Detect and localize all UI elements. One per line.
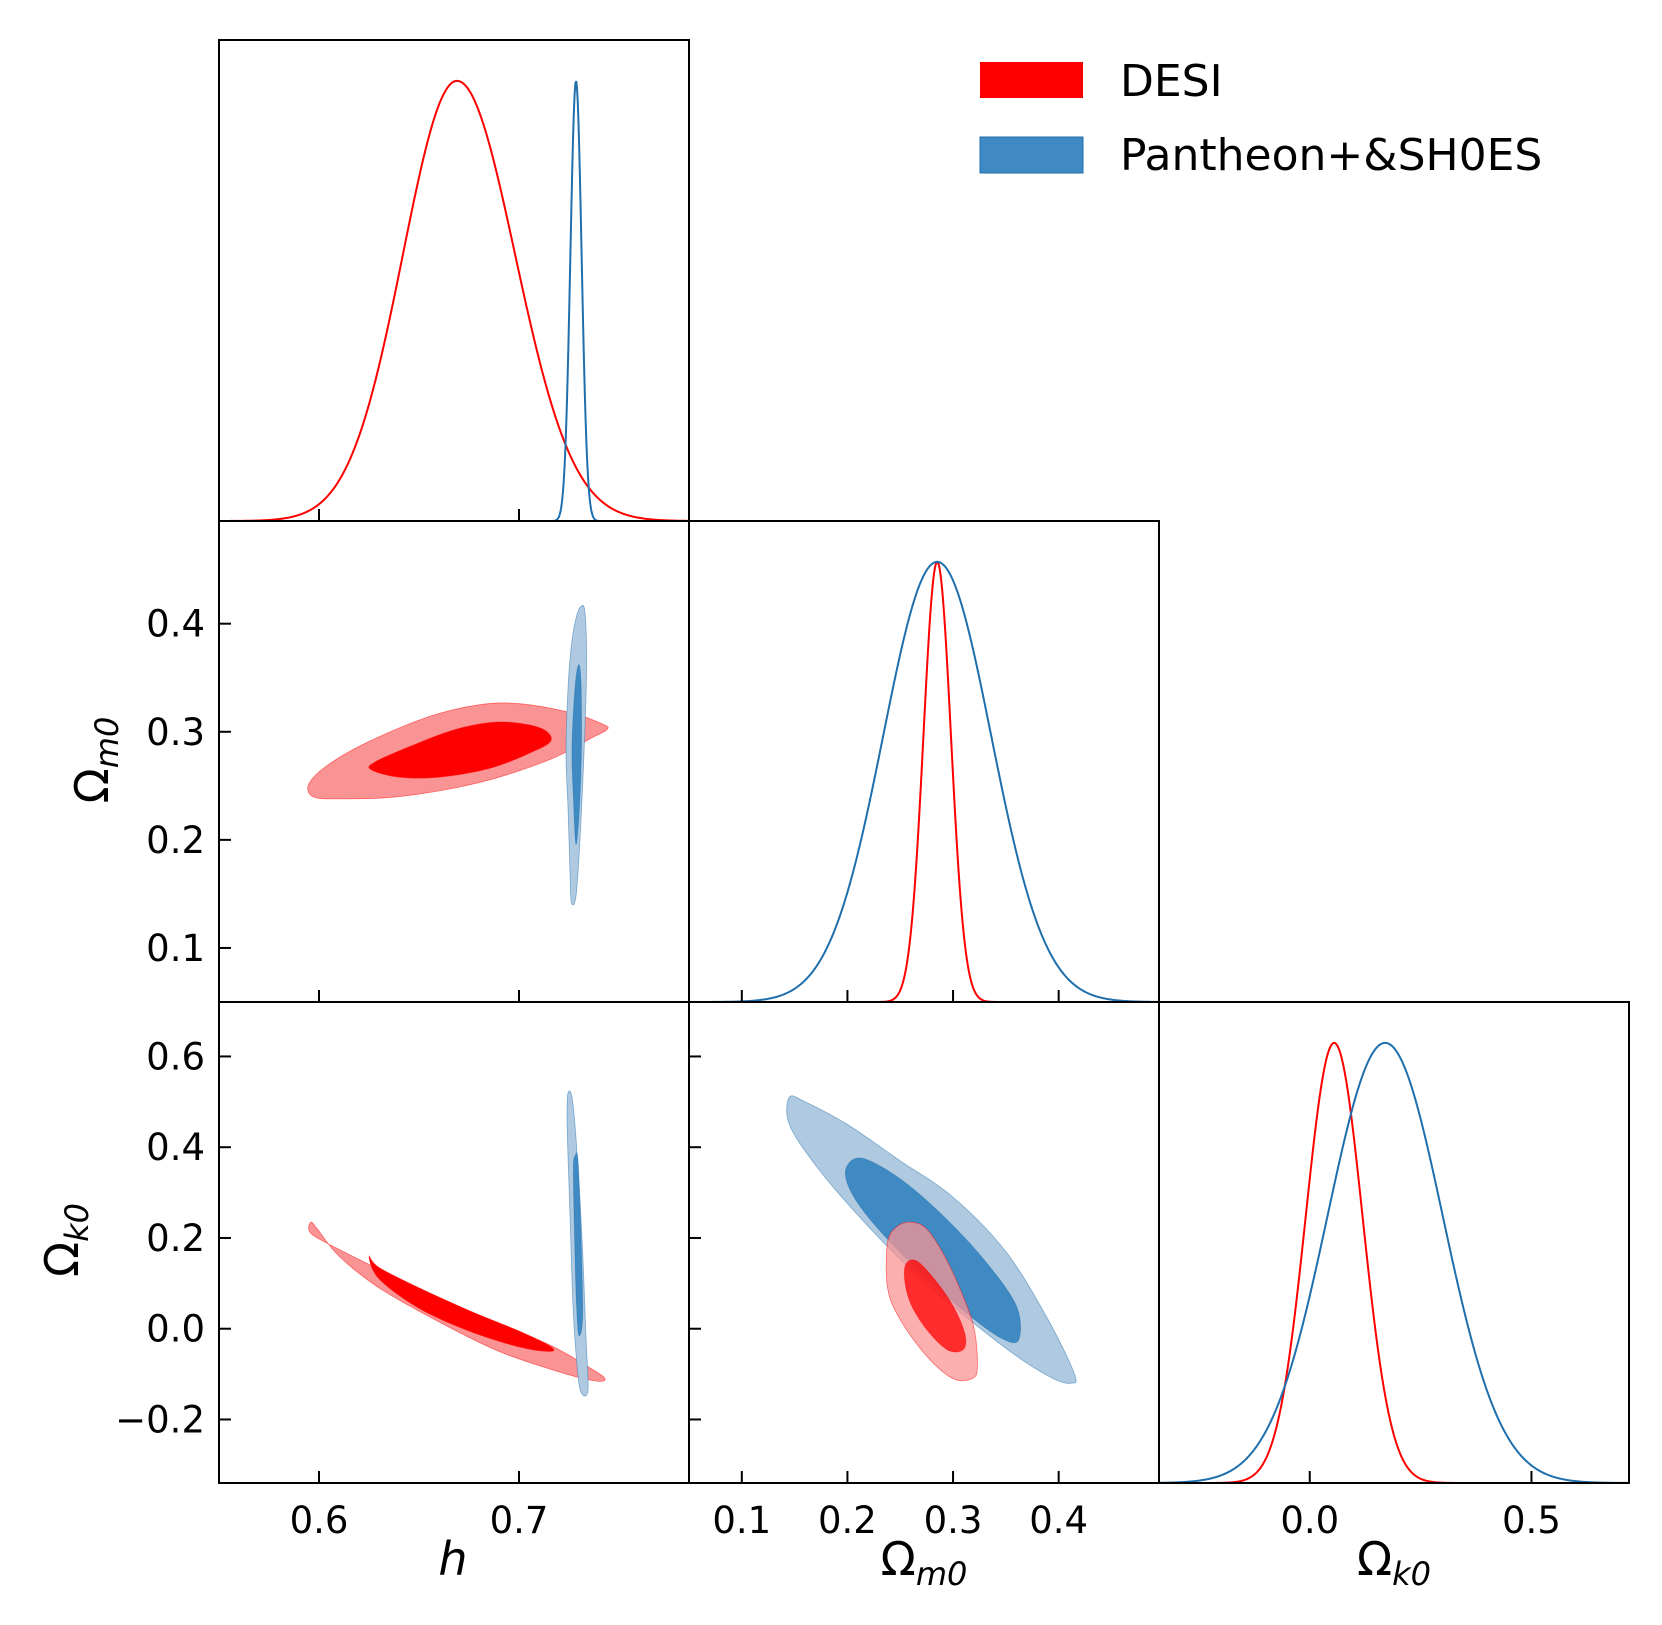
contour-ok_vs_h-outer-desi (308, 1221, 606, 1382)
y-tick-label: 0.4 (146, 603, 205, 646)
marginal-ok-desi (1159, 1041, 1629, 1484)
x-axis-label-om: Ωm0 (881, 1532, 968, 1593)
x-tick-label: 0.1 (712, 1499, 771, 1542)
panel-ok-marginal: 0.0 0.5 (1158, 1001, 1630, 1542)
y-tick-label: 0.3 (146, 711, 205, 754)
x-tick-label: 0.6 (290, 1499, 349, 1542)
panel-om-vs-h: 0.1 0.2 0.3 0.4 (146, 520, 690, 1003)
contour-ok_vs_h-inner-desi (368, 1255, 555, 1352)
y-tick-label: −0.2 (115, 1398, 205, 1441)
legend-swatch-pantheon (979, 136, 1084, 174)
y-tick-label: 0.0 (146, 1308, 205, 1351)
x-tick-label: 0.7 (490, 1499, 549, 1542)
marginal-om-pantheon (689, 560, 1160, 1003)
marginal-h-desi (219, 79, 690, 522)
panel-om-marginal (688, 520, 1160, 1003)
x-axis-label-h: h (438, 1532, 467, 1586)
y-tick-label: 0.6 (146, 1035, 205, 1078)
legend-label-pantheon: Pantheon+&SH0ES (1120, 130, 1542, 181)
x-tick-label: 0.5 (1502, 1499, 1561, 1542)
x-tick-label: 0.4 (1029, 1499, 1088, 1542)
legend-label-desi: DESI (1120, 56, 1223, 107)
y-tick-label: 0.1 (146, 927, 205, 970)
panel-ok-vs-om: 0.1 0.2 0.3 0.4 (688, 1001, 1160, 1542)
contour-ok_vs_h-inner-pantheon (572, 1152, 584, 1337)
contour-om_vs_h-inner-pantheon (571, 664, 582, 845)
legend-swatch-desi (980, 62, 1083, 98)
panel-h-marginal (218, 39, 690, 522)
y-tick-label: 0.2 (146, 819, 205, 862)
marginal-h-pantheon (219, 80, 689, 522)
x-tick-label: 0.3 (924, 1499, 983, 1542)
y-axis-label-om: Ωm0 (65, 717, 126, 804)
marginal-ok-pantheon (1158, 1041, 1629, 1484)
contour-ok_vs_om-inner-desi (903, 1259, 967, 1353)
x-tick-label: 0.2 (818, 1499, 877, 1542)
x-tick-label: 0.0 (1280, 1499, 1339, 1542)
contour-om_vs_h-inner-desi (368, 721, 552, 779)
marginal-om-desi (689, 560, 1159, 1003)
y-axis-label-ok: Ωk0 (35, 1203, 96, 1277)
y-tick-label: 0.2 (146, 1217, 205, 1260)
legend: DESI Pantheon+&SH0ES (979, 56, 1542, 181)
x-axis-label-ok: Ωk0 (1357, 1532, 1431, 1593)
y-tick-label: 0.4 (146, 1126, 205, 1169)
panel-ok-vs-h: 0.6 0.7 −0.2 0.0 0.2 0.4 0.6 (115, 1001, 690, 1542)
